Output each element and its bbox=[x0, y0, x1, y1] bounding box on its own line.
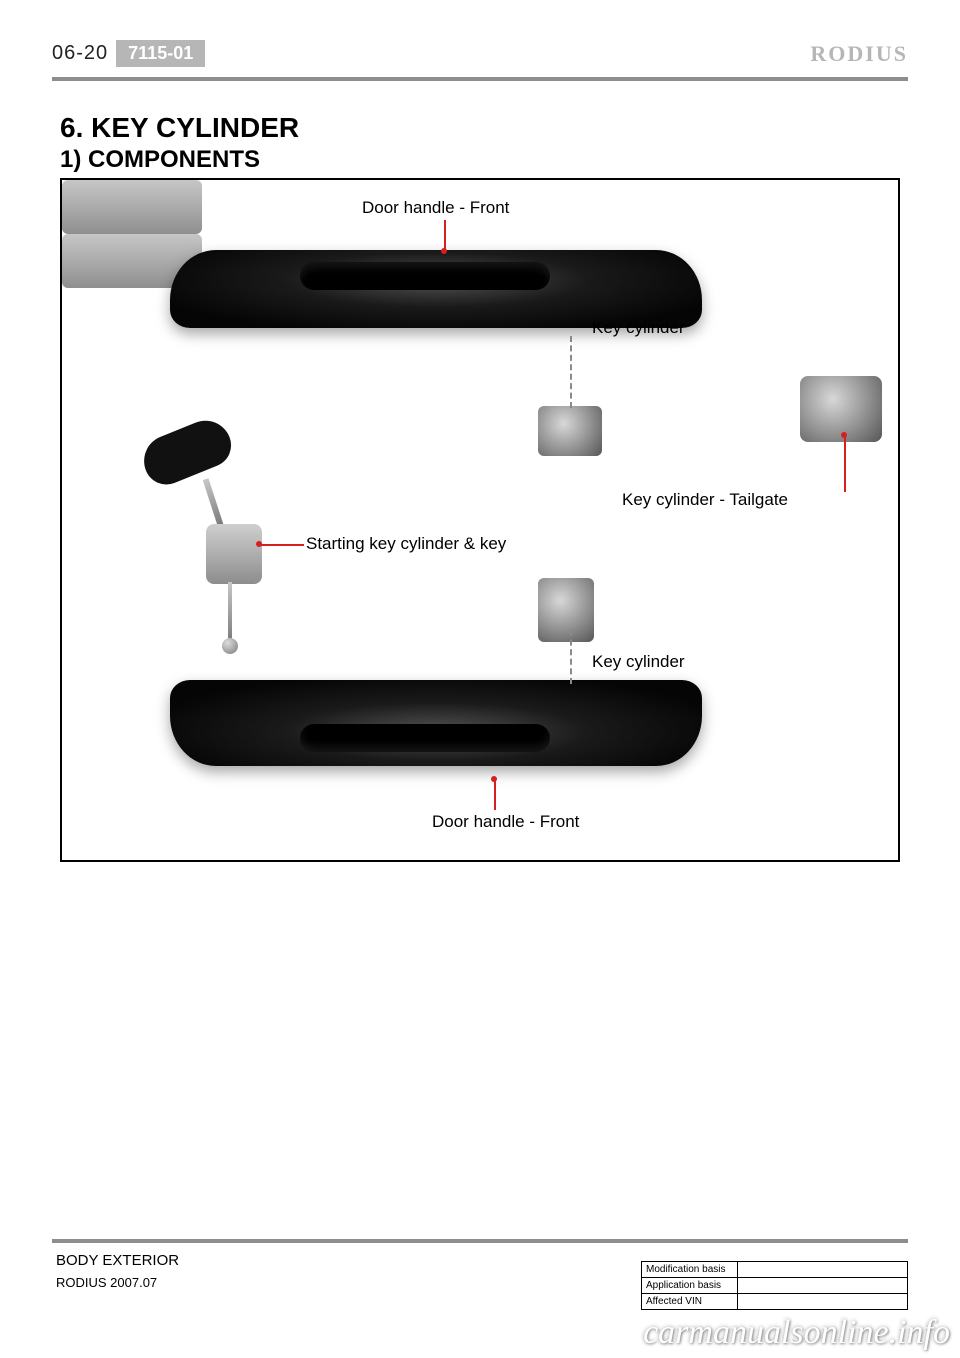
table-cell: Application basis bbox=[642, 1278, 738, 1294]
section-code: 7115-01 bbox=[116, 40, 205, 67]
components-figure: Door handle - Front Key cylinder Key cyl… bbox=[60, 178, 900, 862]
label-key-cylinder-1: Key cylinder bbox=[592, 318, 685, 338]
header-rule bbox=[52, 77, 908, 81]
door-handle-bottom-graphic bbox=[170, 680, 702, 766]
header-left: 06-20 7115-01 bbox=[52, 40, 205, 67]
leader-line bbox=[844, 434, 846, 492]
brand-logo: RODIUS bbox=[810, 41, 908, 67]
table-row: Affected VIN bbox=[642, 1294, 908, 1310]
leader-line bbox=[444, 220, 446, 250]
table-cell: Affected VIN bbox=[642, 1294, 738, 1310]
footer-rule bbox=[52, 1239, 908, 1243]
leader-dot bbox=[256, 541, 262, 547]
ignition-cylinder-graphic bbox=[206, 524, 262, 584]
key-blade-graphic bbox=[228, 582, 232, 642]
door-handle-top-graphic bbox=[170, 250, 702, 328]
heading-2: 1) COMPONENTS bbox=[60, 146, 260, 174]
page-number: 06-20 bbox=[52, 42, 108, 65]
table-cell: Modification basis bbox=[642, 1262, 738, 1278]
key-fob-graphic bbox=[136, 413, 237, 491]
page-header: 06-20 7115-01 RODIUS bbox=[52, 40, 908, 67]
key-cylinder-bottom-graphic bbox=[538, 578, 594, 642]
footer-table: Modification basis Application basis Aff… bbox=[641, 1261, 908, 1310]
key-shaft-graphic bbox=[203, 478, 224, 526]
watermark: carmanualsonline.info bbox=[643, 1314, 950, 1352]
footer-docrev: RODIUS 2007.07 bbox=[56, 1273, 179, 1293]
heading-1: 6. KEY CYLINDER bbox=[60, 112, 299, 144]
key-tip-graphic bbox=[222, 638, 238, 654]
table-cell bbox=[738, 1294, 908, 1310]
handle-mechanism-top bbox=[62, 180, 202, 234]
leader-dot bbox=[491, 776, 497, 782]
footer-left: BODY EXTERIOR RODIUS 2007.07 bbox=[56, 1250, 179, 1292]
leader-dotted bbox=[570, 630, 572, 684]
label-key-cylinder-2: Key cylinder bbox=[592, 652, 685, 672]
label-key-cylinder-tailgate: Key cylinder - Tailgate bbox=[622, 490, 788, 510]
key-cylinder-top-graphic bbox=[538, 406, 602, 456]
table-row: Modification basis bbox=[642, 1262, 908, 1278]
leader-dot bbox=[441, 248, 447, 254]
leader-line bbox=[494, 778, 496, 810]
table-row: Application basis bbox=[642, 1278, 908, 1294]
leader-line bbox=[258, 544, 304, 546]
footer-section: BODY EXTERIOR bbox=[56, 1250, 179, 1273]
table-cell bbox=[738, 1278, 908, 1294]
leader-dotted bbox=[570, 336, 572, 408]
table-cell bbox=[738, 1262, 908, 1278]
label-starting-key: Starting key cylinder & key bbox=[306, 534, 506, 554]
leader-dot bbox=[841, 432, 847, 438]
label-door-handle-bottom: Door handle - Front bbox=[432, 812, 579, 832]
label-door-handle-top: Door handle - Front bbox=[362, 198, 509, 218]
